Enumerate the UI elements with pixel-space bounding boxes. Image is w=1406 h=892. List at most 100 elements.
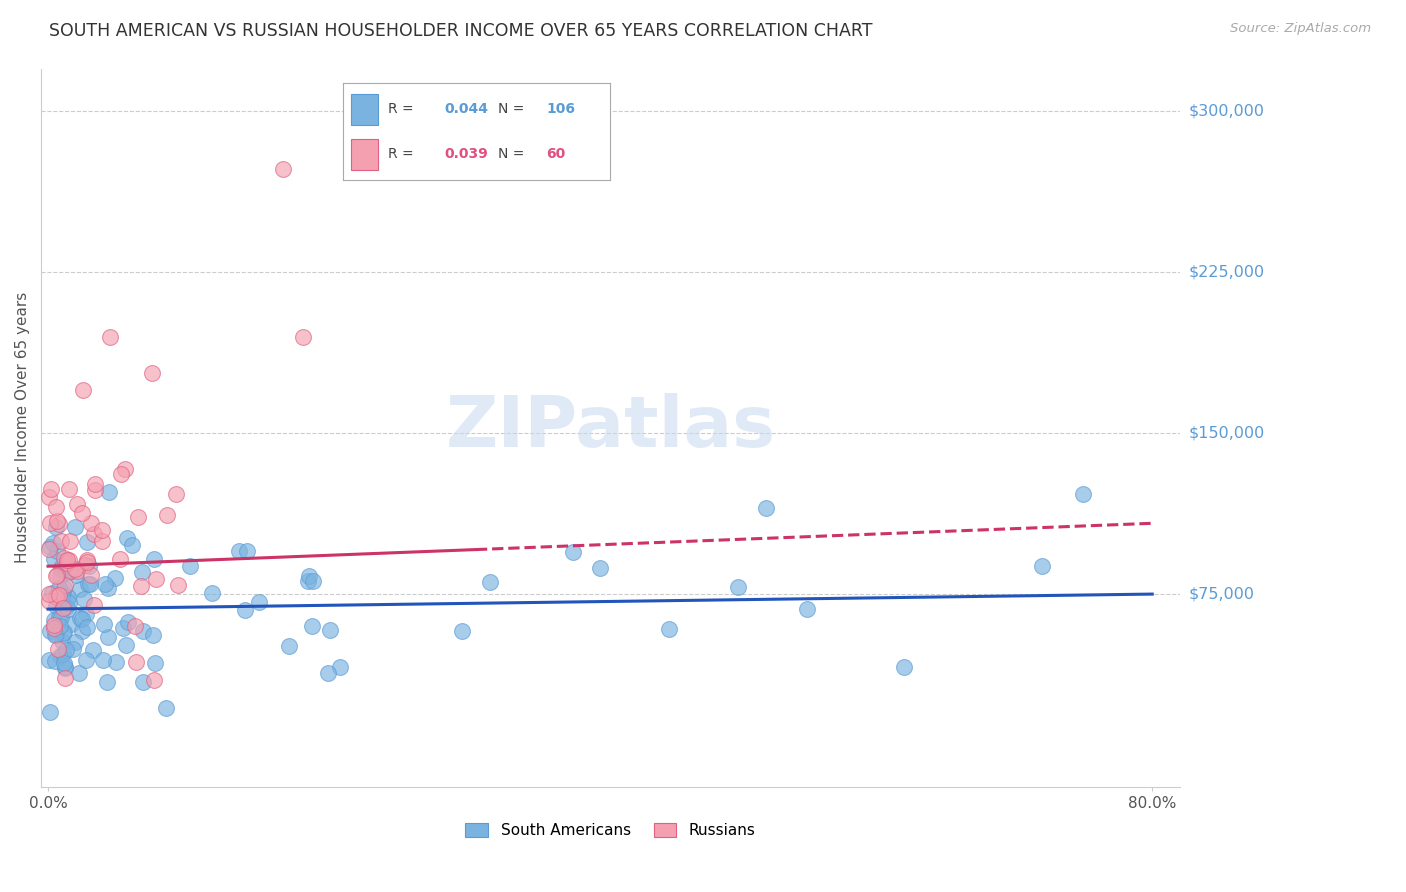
- Point: [55, 643, 77, 657]
- Point: [48, 569, 70, 583]
- Point: [52, 624, 75, 639]
- Point: [56, 590, 79, 604]
- Point: [59, 533, 82, 548]
- Point: [49, 619, 72, 633]
- Point: [45, 500, 67, 514]
- Point: [451, 624, 474, 639]
- Point: [45, 520, 67, 534]
- Point: [105, 655, 128, 669]
- Point: [38, 624, 60, 638]
- Point: [796, 602, 818, 616]
- Point: [165, 487, 187, 501]
- Point: [58, 565, 80, 579]
- Point: [38, 490, 60, 504]
- Point: [90, 523, 112, 537]
- Point: [46, 543, 69, 558]
- Point: [65, 562, 87, 576]
- Point: [121, 538, 143, 552]
- Point: [319, 623, 342, 637]
- Text: SOUTH AMERICAN VS RUSSIAN HOUSEHOLDER INCOME OVER 65 YEARS CORRELATION CHART: SOUTH AMERICAN VS RUSSIAN HOUSEHOLDER IN…: [49, 22, 873, 40]
- Point: [727, 580, 749, 594]
- Point: [65, 567, 87, 582]
- Point: [62, 641, 84, 656]
- Point: [72, 384, 94, 398]
- Point: [143, 656, 166, 670]
- Point: [80, 516, 103, 531]
- Point: [45, 590, 67, 604]
- Point: [41, 585, 63, 599]
- Point: [39, 516, 62, 530]
- Point: [108, 551, 131, 566]
- Point: [38, 653, 60, 667]
- Point: [39, 541, 62, 555]
- Point: [97, 581, 120, 595]
- Point: [56, 556, 79, 570]
- Point: [132, 624, 155, 639]
- Point: [48, 516, 70, 531]
- Point: [228, 544, 250, 558]
- Point: [45, 628, 67, 642]
- Point: [46, 568, 69, 582]
- Point: [329, 660, 352, 674]
- Point: [67, 666, 90, 681]
- Point: [53, 656, 76, 670]
- Point: [70, 611, 93, 625]
- Point: [755, 501, 778, 516]
- Text: Source: ZipAtlas.com: Source: ZipAtlas.com: [1230, 22, 1371, 36]
- Point: [58, 564, 80, 578]
- Point: [132, 674, 155, 689]
- Point: [115, 531, 138, 545]
- Point: [658, 622, 681, 636]
- Point: [111, 621, 134, 635]
- Point: [155, 700, 177, 714]
- Point: [179, 559, 201, 574]
- Text: $150,000: $150,000: [1188, 425, 1264, 441]
- Point: [1071, 487, 1094, 501]
- Point: [49, 533, 72, 548]
- Point: [45, 514, 67, 528]
- Point: [72, 624, 94, 638]
- Point: [38, 542, 60, 557]
- Point: [45, 569, 67, 583]
- Point: [77, 577, 100, 591]
- Point: [893, 660, 915, 674]
- Point: [127, 509, 149, 524]
- Point: [93, 617, 115, 632]
- Point: [298, 569, 321, 583]
- Point: [58, 596, 80, 610]
- Point: [80, 567, 103, 582]
- Point: [124, 655, 146, 669]
- Point: [75, 607, 97, 621]
- Point: [51, 589, 73, 603]
- Point: [83, 527, 105, 541]
- Point: [97, 630, 120, 644]
- Point: [103, 571, 125, 585]
- Point: [233, 603, 256, 617]
- Point: [297, 574, 319, 588]
- Point: [51, 610, 73, 624]
- Point: [91, 534, 114, 549]
- Point: [271, 162, 294, 177]
- Point: [49, 649, 72, 664]
- Point: [38, 705, 60, 719]
- Text: $300,000: $300,000: [1188, 104, 1264, 119]
- Point: [76, 555, 98, 569]
- Text: $75,000: $75,000: [1188, 587, 1254, 601]
- Point: [52, 585, 75, 599]
- Point: [58, 601, 80, 615]
- Point: [58, 482, 80, 496]
- Point: [79, 576, 101, 591]
- Point: [316, 666, 339, 681]
- Point: [69, 582, 91, 596]
- Point: [1031, 559, 1053, 574]
- Point: [82, 643, 104, 657]
- Point: [201, 586, 224, 600]
- Point: [53, 671, 76, 685]
- Point: [83, 598, 105, 612]
- Point: [65, 635, 87, 649]
- Point: [75, 558, 97, 572]
- Point: [48, 588, 70, 602]
- Point: [42, 552, 65, 566]
- Point: [76, 553, 98, 567]
- Point: [75, 653, 97, 667]
